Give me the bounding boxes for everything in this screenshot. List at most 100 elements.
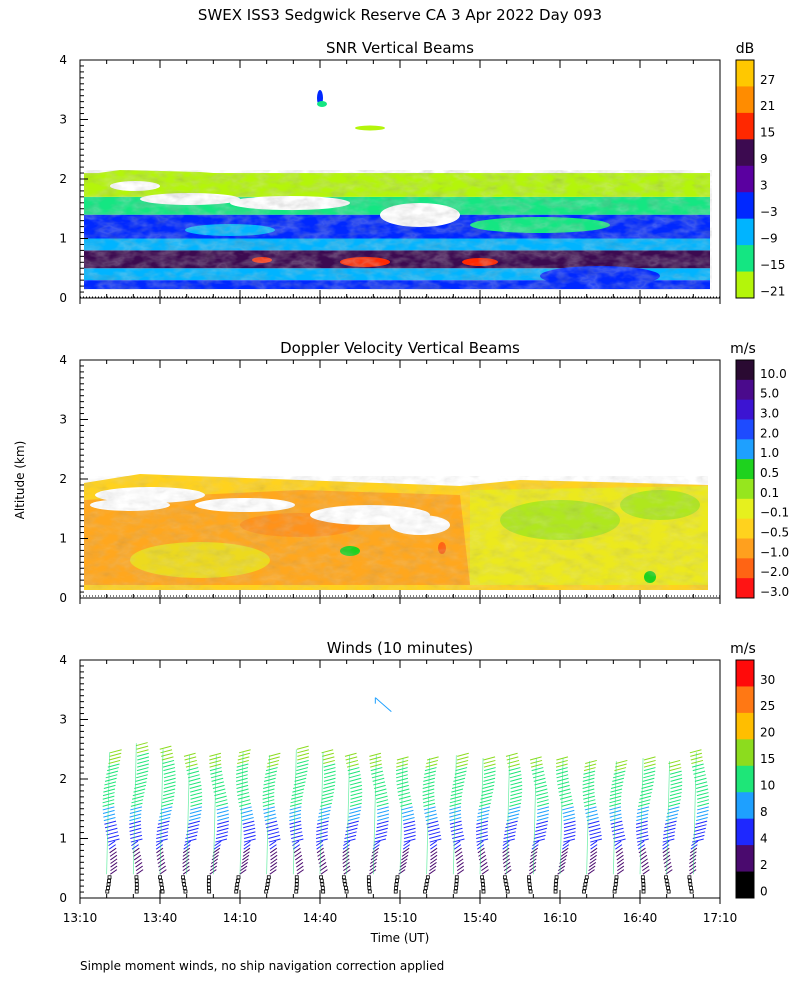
y-tick-label: 0 — [59, 591, 67, 605]
wind-barb — [430, 858, 438, 864]
wind-barb — [296, 862, 304, 868]
wind-barb — [669, 795, 682, 800]
wind-barb — [189, 809, 202, 814]
wind-barb — [588, 824, 601, 829]
wind-barb — [346, 763, 359, 768]
wind-barb — [424, 767, 437, 772]
wind-barb — [610, 817, 622, 822]
wind-barb — [217, 813, 229, 818]
wind-barb — [157, 820, 170, 825]
wind-barb-calm — [207, 875, 211, 880]
wind-barb — [636, 838, 649, 843]
wind-barb — [557, 865, 566, 872]
wind-barb — [346, 759, 359, 765]
wind-barb — [270, 851, 278, 857]
wind-barb — [610, 820, 623, 825]
wind-barb — [403, 820, 416, 825]
colorbar-label: −0.5 — [760, 526, 789, 540]
wind-barb — [129, 820, 142, 825]
wind-barb-calm — [320, 886, 325, 890]
wind-barb-calm — [527, 878, 532, 883]
wind-barb — [562, 806, 574, 811]
wind-barb — [189, 813, 202, 818]
wind-barb — [289, 820, 302, 825]
wind-barb — [692, 834, 705, 839]
colorbar-swatch — [736, 871, 754, 899]
wind-barb — [583, 795, 595, 800]
wind-barb-calm — [502, 875, 507, 880]
wind-barb-calm — [321, 889, 326, 894]
colorbar-label: 20 — [760, 726, 775, 740]
wind-barb-calm — [107, 875, 112, 880]
wind-barb — [450, 827, 463, 832]
colorbar-label: 3.0 — [760, 407, 779, 421]
wind-barb — [376, 802, 389, 807]
y-tick-label: 1 — [59, 832, 67, 846]
doppler-panel: Doppler Velocity Vertical Beams 0 1 2 3 4 m/… — [59, 339, 789, 605]
wind-barb — [323, 774, 336, 779]
wind-barb — [265, 767, 278, 772]
wind-barb — [534, 831, 547, 836]
wind-barb — [369, 756, 382, 761]
wind-barb — [162, 759, 175, 765]
wind-barb — [134, 858, 142, 864]
wind-barb-calm — [206, 878, 211, 883]
wind-barb — [182, 865, 190, 872]
wind-barb — [535, 827, 548, 832]
wind-barb — [163, 784, 176, 790]
wind-barb — [239, 869, 247, 875]
wind-barb — [457, 869, 465, 875]
colorbar-label: 3 — [760, 179, 768, 193]
wind-barb-calm — [582, 889, 586, 894]
wind-barb — [693, 831, 706, 836]
wind-barb — [588, 865, 596, 872]
wind-barb — [697, 806, 709, 811]
colorbar-swatch — [736, 765, 754, 793]
wind-barb — [475, 827, 488, 832]
wind-barb — [371, 847, 380, 854]
wind-barb-calm — [505, 889, 510, 894]
wind-barb — [162, 763, 175, 768]
wind-barb — [296, 865, 304, 872]
wind-barb — [642, 869, 650, 875]
wind-barb — [590, 838, 603, 843]
wind-barb — [108, 759, 121, 765]
wind-barb — [269, 844, 277, 850]
wind-barb — [237, 792, 250, 797]
wind-barb — [370, 767, 383, 772]
wind-barb — [662, 851, 670, 857]
wind-barb — [137, 759, 150, 765]
wind-barb — [556, 770, 568, 775]
colorbar-swatch — [736, 538, 754, 559]
wind-barb — [454, 844, 462, 850]
wind-barb — [135, 777, 148, 782]
wind-barb — [456, 865, 465, 872]
wind-barb — [293, 784, 305, 790]
wind-barb — [557, 784, 570, 790]
wind-barb — [133, 851, 141, 857]
wind-barb — [536, 813, 549, 818]
wind-barb — [400, 806, 413, 811]
wind-barb-calm — [344, 889, 349, 894]
wind-barb — [395, 770, 408, 775]
y-tick-label: 3 — [59, 113, 67, 127]
wind-barb — [588, 827, 601, 832]
wind-barb-calm — [134, 875, 139, 880]
wind-barb — [505, 824, 518, 829]
wind-barb — [369, 759, 382, 765]
wind-barb — [241, 813, 254, 818]
wind-barb — [451, 788, 464, 793]
wind-barb-calm — [367, 882, 371, 887]
x-tick-label: 16:10 — [543, 911, 578, 925]
wind-barb-calm — [423, 889, 427, 894]
wind-barb — [323, 781, 336, 786]
wind-barb — [209, 752, 222, 757]
wind-barb — [534, 781, 547, 786]
wind-barb — [315, 834, 328, 839]
wind-barb — [399, 799, 412, 804]
wind-barb — [535, 788, 548, 793]
wind-barb — [156, 827, 169, 832]
wind-barb-calm — [319, 875, 324, 880]
wind-barb — [476, 820, 489, 825]
